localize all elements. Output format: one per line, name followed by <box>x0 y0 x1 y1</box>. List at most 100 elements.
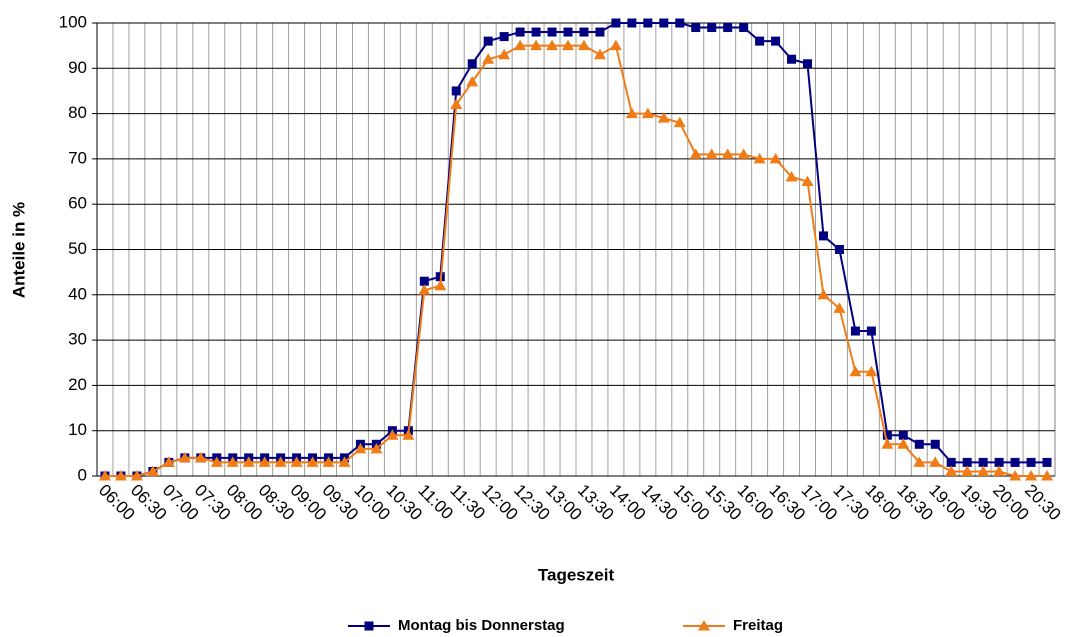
data-point <box>226 456 239 467</box>
x-tick-label: 13:30 <box>574 481 618 525</box>
x-tick-label: 13:00 <box>542 481 586 525</box>
data-point <box>897 438 910 449</box>
data-point <box>739 23 749 33</box>
data-point <box>850 326 860 336</box>
data-point <box>595 27 605 37</box>
x-tick-label: 10:30 <box>382 481 426 525</box>
y-tick-label: 10 <box>68 420 87 439</box>
x-tick-label: 17:30 <box>829 481 873 525</box>
data-point <box>1026 457 1036 467</box>
data-point <box>498 48 511 60</box>
data-point <box>723 23 733 33</box>
data-point <box>593 48 606 60</box>
data-point <box>386 429 399 440</box>
data-point <box>675 18 685 28</box>
data-point <box>691 23 701 33</box>
data-point <box>562 39 575 51</box>
x-tick-label: 20:30 <box>1021 481 1065 525</box>
data-point <box>434 279 447 291</box>
data-point <box>737 148 750 159</box>
data-point <box>834 245 844 254</box>
data-point <box>611 18 621 28</box>
data-point <box>771 36 781 46</box>
y-tick-label: 30 <box>68 330 87 349</box>
data-point <box>993 465 1006 476</box>
data-point <box>865 365 878 377</box>
data-point <box>579 27 589 37</box>
x-tick-label: 12:00 <box>478 481 522 525</box>
x-tick-label: 20:00 <box>989 481 1033 525</box>
y-tick-label: 50 <box>68 239 87 258</box>
data-point <box>641 107 654 119</box>
data-point <box>274 456 287 467</box>
data-point <box>515 27 525 37</box>
x-tick-label: 11:00 <box>414 481 457 524</box>
data-point <box>258 456 271 467</box>
data-point <box>178 451 191 463</box>
legend-label: Montag bis Donnerstag <box>398 617 565 634</box>
data-point <box>929 456 942 467</box>
data-point <box>803 59 813 69</box>
x-tick-label: 07:30 <box>191 481 235 525</box>
data-point <box>1010 457 1020 467</box>
x-tick-label: 10:00 <box>350 481 394 525</box>
x-tick-label: 19:30 <box>957 481 1001 525</box>
data-point <box>418 284 431 295</box>
data-point <box>306 456 319 467</box>
data-point <box>673 116 686 128</box>
data-point <box>818 231 828 241</box>
legend-label: Freitag <box>733 617 783 634</box>
x-tick-label: 18:00 <box>861 481 905 525</box>
legend-marker <box>364 621 374 631</box>
data-point <box>242 456 255 467</box>
data-point <box>849 365 862 377</box>
data-point <box>769 152 782 164</box>
legend-marker <box>698 620 710 631</box>
x-tick-label: 16:00 <box>734 481 778 525</box>
data-point <box>451 86 461 96</box>
data-point <box>707 23 717 33</box>
data-point <box>881 438 894 449</box>
data-point <box>546 39 559 51</box>
x-tick-label: 14:00 <box>606 481 650 525</box>
y-tick-label: 90 <box>68 58 87 77</box>
data-point <box>627 18 637 28</box>
x-tick-label: 15:30 <box>702 481 746 525</box>
x-tick-label: 08:00 <box>223 481 267 525</box>
x-tick-label: 16:30 <box>766 481 810 525</box>
data-point <box>946 457 956 467</box>
data-point <box>689 148 702 159</box>
data-point <box>482 53 495 64</box>
y-tick-label: 20 <box>68 375 87 394</box>
data-point <box>914 439 924 449</box>
data-point <box>753 152 766 164</box>
data-point <box>961 465 974 476</box>
data-point <box>531 27 541 37</box>
data-point <box>514 39 527 51</box>
data-point <box>977 465 990 476</box>
data-point <box>98 470 111 481</box>
data-point <box>162 456 175 467</box>
x-tick-label: 06:30 <box>127 481 171 525</box>
data-point <box>1041 470 1054 481</box>
data-point <box>146 465 159 476</box>
data-point <box>978 457 988 467</box>
data-point <box>755 36 765 46</box>
data-point <box>866 326 876 336</box>
x-tick-label: 08:30 <box>255 481 299 525</box>
data-point <box>322 456 335 467</box>
data-point <box>483 36 493 46</box>
data-point <box>563 27 573 37</box>
data-point <box>801 175 814 187</box>
x-tick-label: 06:00 <box>95 481 139 525</box>
data-point <box>625 107 638 119</box>
data-point <box>643 18 653 28</box>
data-point <box>945 465 958 476</box>
y-tick-label: 0 <box>78 465 87 484</box>
data-point <box>785 171 798 182</box>
x-tick-label: 19:00 <box>925 481 969 525</box>
data-point <box>130 470 143 481</box>
x-tick-label: 09:00 <box>287 481 331 525</box>
data-point <box>194 451 207 463</box>
